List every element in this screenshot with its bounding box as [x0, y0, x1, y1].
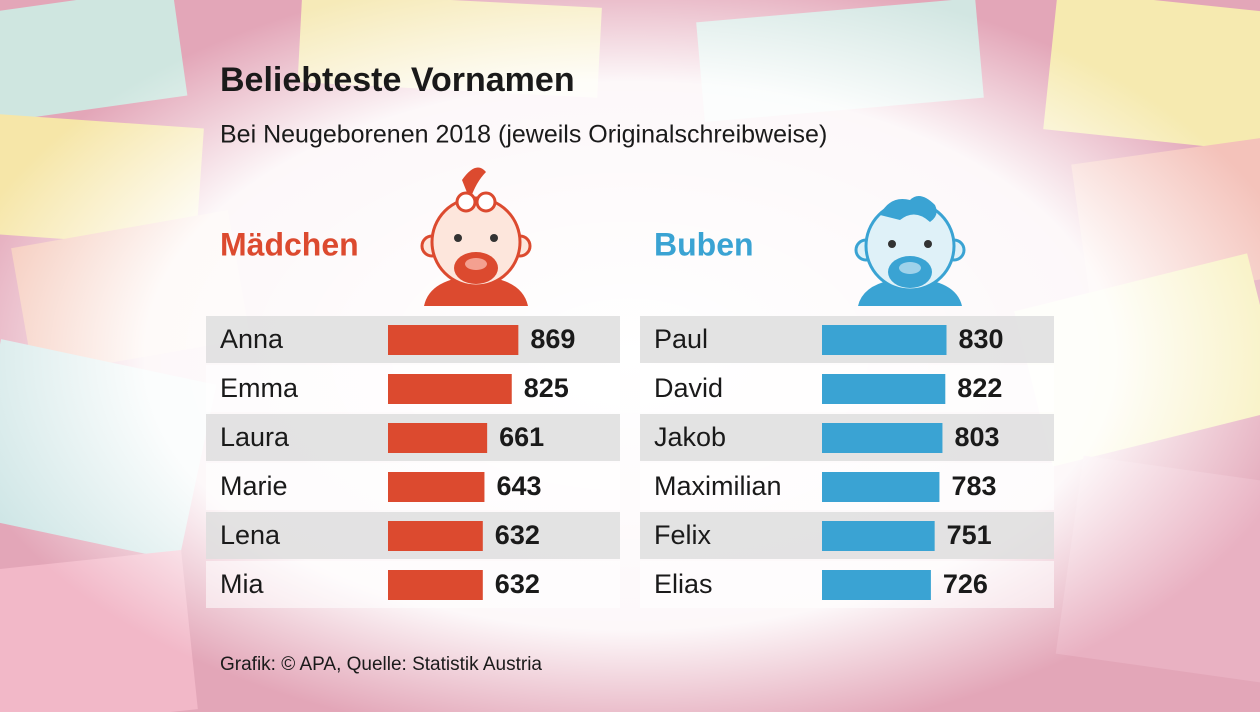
value-label: 661: [499, 422, 544, 452]
bar: [822, 374, 946, 404]
bar: [822, 570, 931, 600]
bar: [822, 423, 943, 453]
category-label: Anna: [220, 324, 284, 354]
panel-title: Mädchen: [220, 226, 359, 262]
value-label: 783: [951, 471, 996, 501]
category-label: Elias: [654, 569, 713, 599]
value-label: 830: [959, 324, 1004, 354]
category-label: Emma: [220, 373, 299, 403]
bar: [388, 570, 483, 600]
boy-icon: [854, 196, 966, 306]
bar: [388, 325, 519, 355]
value-label: 643: [496, 471, 541, 501]
panel-title: Buben: [654, 226, 754, 262]
girl-icon: [420, 167, 532, 306]
category-label: Mia: [220, 569, 264, 599]
value-label: 632: [495, 569, 540, 599]
value-label: 825: [524, 373, 569, 403]
value-label: 751: [947, 520, 992, 550]
subtitle: Bei Neugeborenen 2018 (jeweils Originals…: [220, 121, 827, 149]
value-label: 632: [495, 520, 540, 550]
source: Grafik: © APA, Quelle: Statistik Austria: [220, 654, 542, 675]
value-label: 803: [954, 422, 999, 452]
bar: [822, 325, 947, 355]
value-label: 726: [943, 569, 988, 599]
title: Beliebteste Vornamen: [220, 61, 575, 99]
category-label: Laura: [220, 422, 290, 452]
bar: [822, 472, 940, 502]
category-label: Lena: [220, 520, 281, 550]
category-label: Felix: [654, 520, 712, 550]
bar: [388, 423, 488, 453]
bar: [822, 521, 935, 551]
category-label: Paul: [654, 324, 708, 354]
bar: [388, 374, 512, 404]
value-label: 822: [957, 373, 1002, 403]
category-label: Jakob: [654, 422, 726, 452]
bar: [388, 521, 483, 551]
category-label: David: [654, 373, 723, 403]
category-label: Marie: [220, 471, 288, 501]
bar: [388, 472, 485, 502]
category-label: Maximilian: [654, 471, 782, 501]
value-label: 869: [530, 324, 575, 354]
